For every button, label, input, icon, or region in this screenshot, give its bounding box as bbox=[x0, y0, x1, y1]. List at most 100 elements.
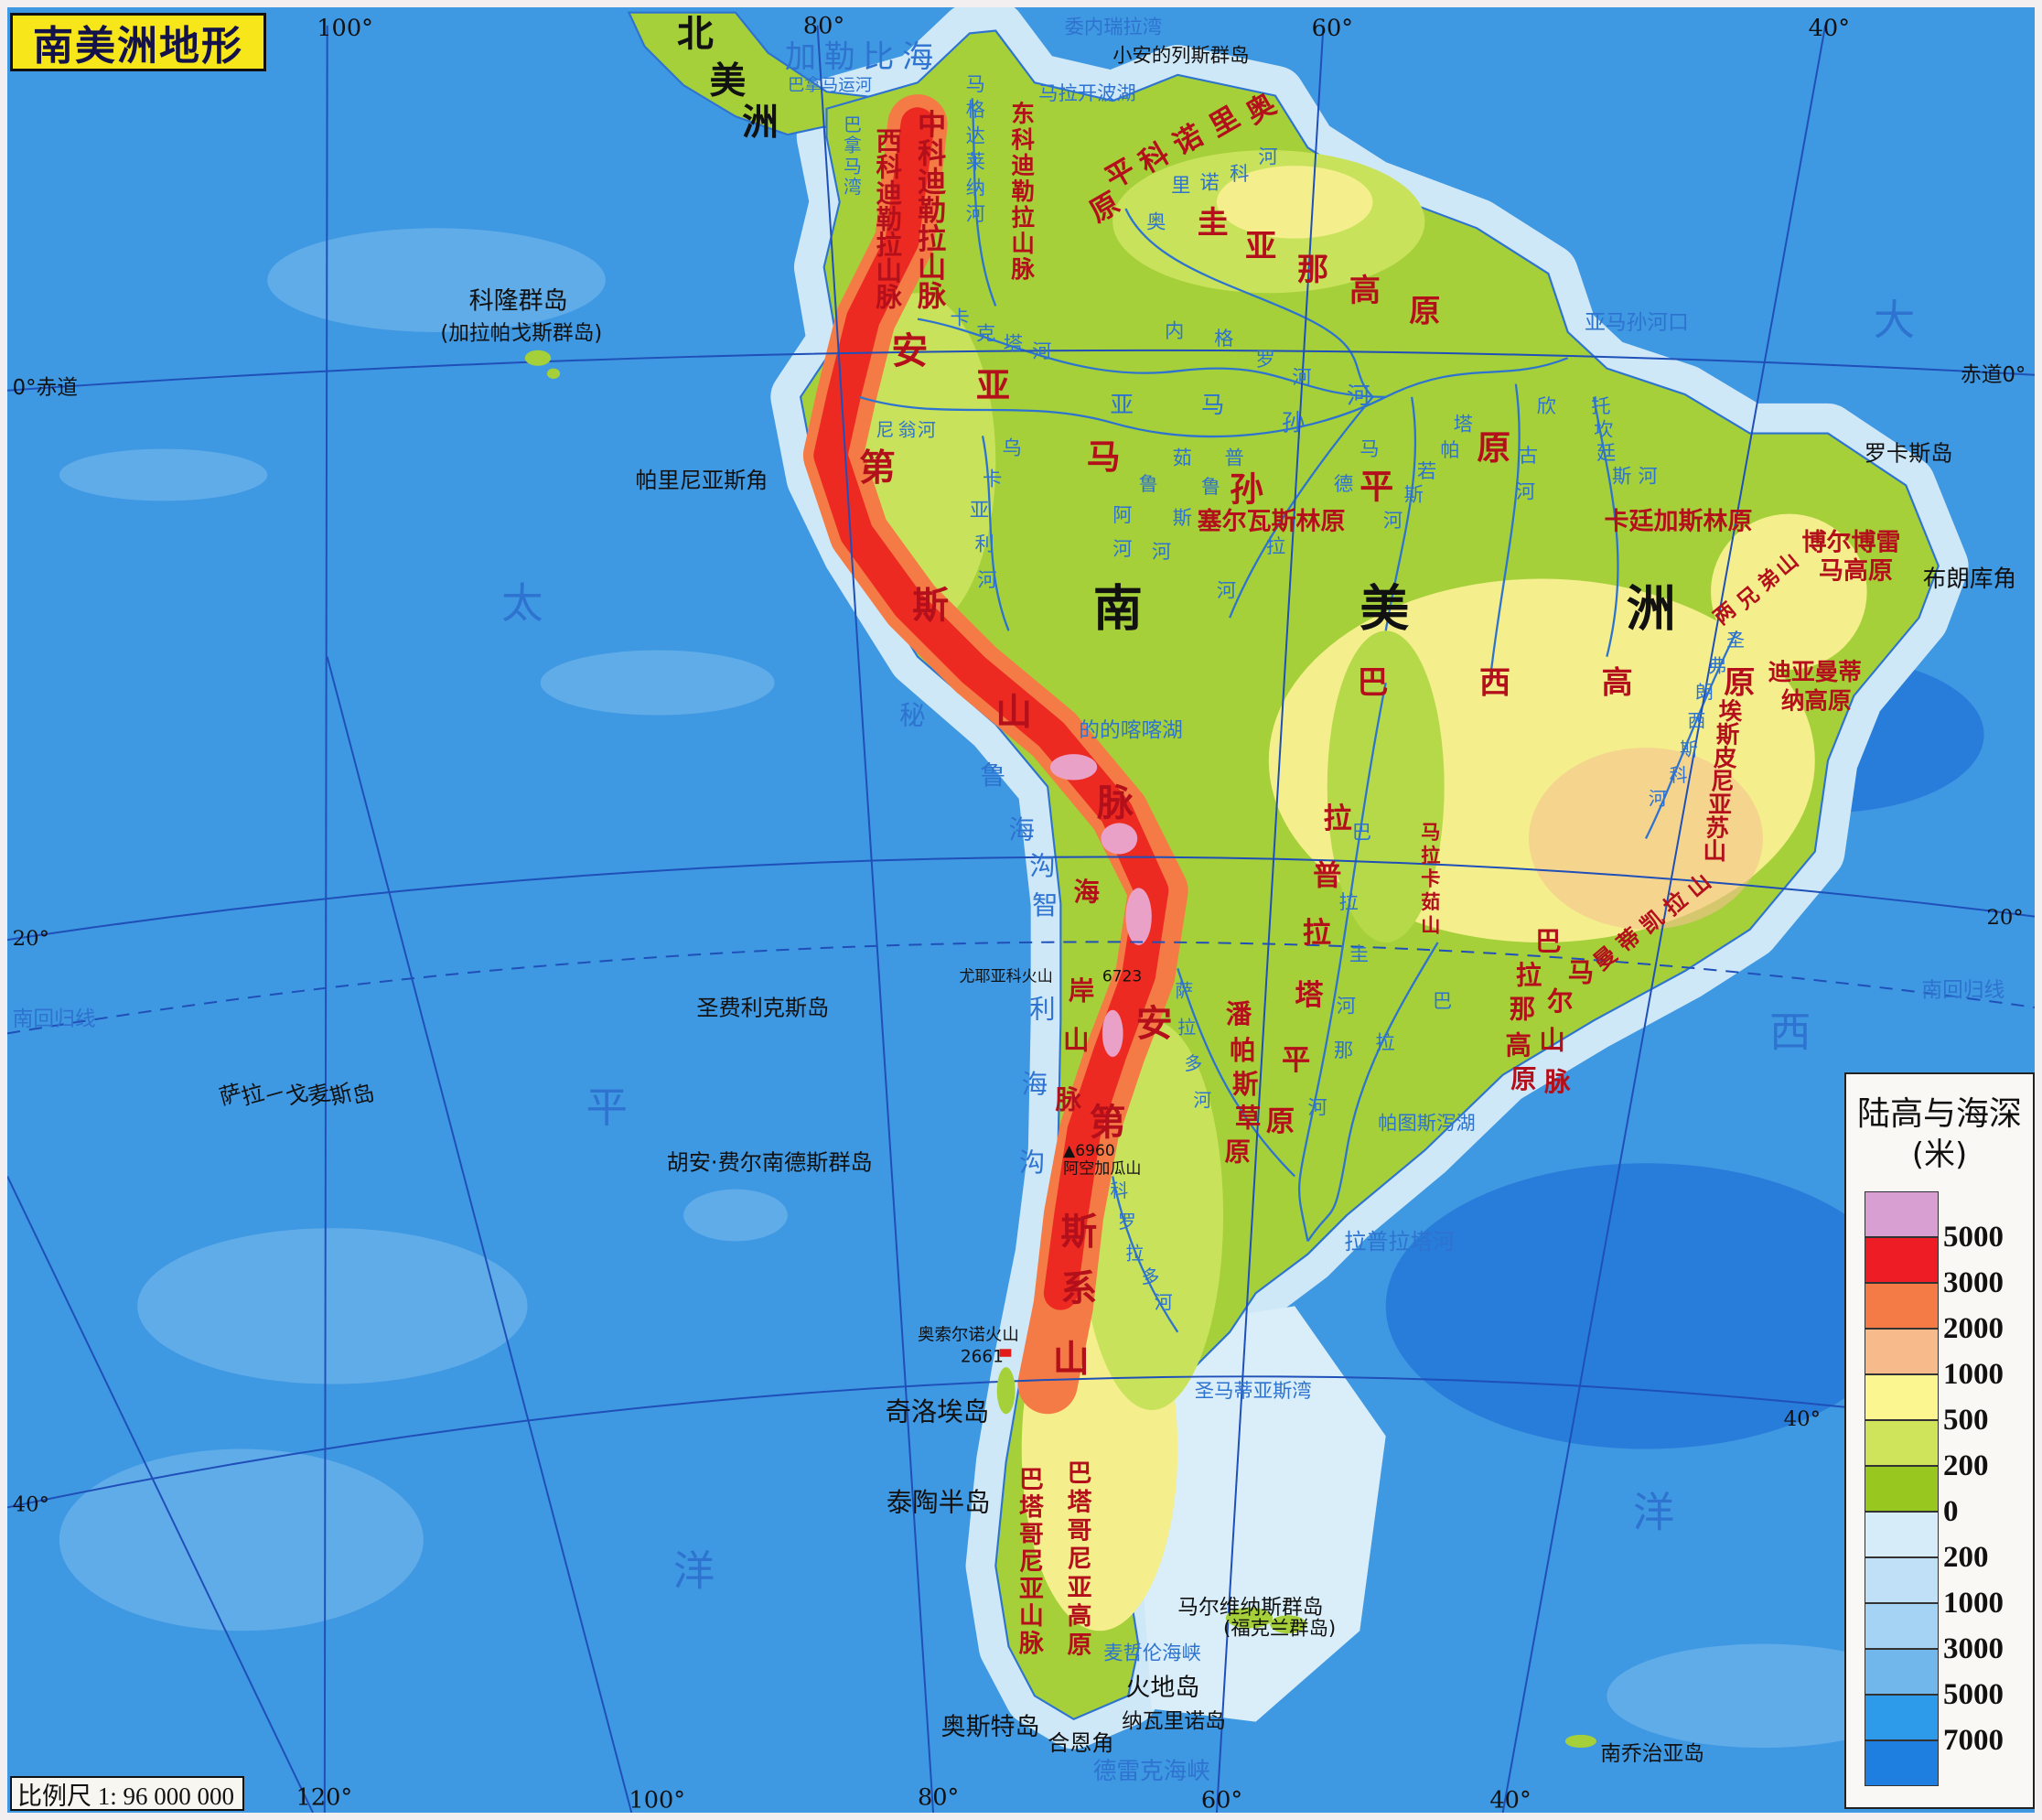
legend-swatch bbox=[1865, 1557, 1939, 1603]
label-graticule-bottom-4: 40° bbox=[1489, 1786, 1531, 1813]
legend-swatch bbox=[1865, 1283, 1939, 1329]
legend-swatch bbox=[1865, 1191, 1939, 1237]
andes-high-zone bbox=[813, 107, 1169, 1310]
label-islands-galapagos-alt: (加拉帕戈斯群岛) bbox=[440, 321, 602, 345]
label-landforms-patagonian-andes: 巴塔哥尼亚山脉 bbox=[1018, 1466, 1045, 1658]
label-peaks-osorno-name: 奥索尔诺火山 bbox=[918, 1325, 1019, 1344]
andes-peaks-zone bbox=[1049, 754, 1152, 1057]
label-islands-tierra-del-fuego: 火地岛 bbox=[1125, 1674, 1199, 1702]
label-waters-panama-canal: 巴拿马运河 bbox=[788, 75, 872, 95]
label-islands-chiloe: 奇洛埃岛 bbox=[885, 1396, 989, 1427]
label-landforms-west-cordillera: 西科迪勒拉山脉 bbox=[876, 126, 903, 312]
label-landforms-central-cordillera: 中科迪勒拉山脉 bbox=[918, 109, 947, 313]
label-graticule-left-0: 0°赤道 bbox=[13, 376, 78, 400]
legend-swatch bbox=[1865, 1374, 1939, 1420]
label-islands-cape-horn: 合恩角 bbox=[1048, 1730, 1113, 1756]
label-graticule-bottom-0: 120° bbox=[296, 1783, 353, 1811]
ocean-shallows bbox=[59, 228, 1919, 1749]
legend-swatch bbox=[1865, 1649, 1939, 1695]
label-islands-south-georgia: 南乔治亚岛 bbox=[1600, 1742, 1704, 1766]
label-waters-titicaca: 的的喀喀湖 bbox=[1079, 719, 1183, 743]
south-america-terrain-map: 100° 80° 60° 40° 120° 100° 80° 60° 40° 0°赤道 20° 南回归… bbox=[7, 7, 2035, 1813]
label-peaks-llullaillaco-elevation: 6723 bbox=[1102, 968, 1142, 986]
label-graticule-top-0: 100° bbox=[317, 15, 373, 42]
label-peaks-llullaillaco-name: 尤耶亚科火山 bbox=[959, 968, 1052, 986]
legend-value: 500 bbox=[1943, 1404, 1989, 1437]
label-waters-maranon: 尼翁河 bbox=[876, 419, 936, 440]
label-peaks-osorno-elevation: 2661 bbox=[961, 1347, 1004, 1366]
patagonian-shelf bbox=[1125, 1306, 1386, 1722]
legend-swatch bbox=[1865, 1420, 1939, 1466]
label-graticule-right-3: 40° bbox=[1784, 1407, 1821, 1431]
label-islands-falklands: (福克兰群岛) bbox=[1223, 1618, 1336, 1641]
legend-unit: (米) bbox=[1911, 1136, 1968, 1173]
legend-swatch bbox=[1865, 1329, 1939, 1374]
label-landforms-borborema-1: 马高原 bbox=[1819, 556, 1893, 586]
label-islands-juan-fernandez: 胡安·费尔南德斯群岛 bbox=[667, 1149, 873, 1175]
label-graticule-right-0: 赤道0° bbox=[1961, 363, 2026, 387]
label-landforms-patagonian-plateau: 巴塔哥尼亚高原 bbox=[1067, 1459, 1092, 1659]
label-landforms-diamantina-1: 纳高原 bbox=[1781, 688, 1852, 716]
label-graticule-left-1: 20° bbox=[13, 927, 49, 951]
label-islands-navarino: 纳瓦里诺岛 bbox=[1122, 1710, 1226, 1734]
legend-swatch bbox=[1865, 1695, 1939, 1740]
legend-swatch bbox=[1865, 1237, 1939, 1283]
label-waters-patos: 帕图斯泻湖 bbox=[1378, 1112, 1476, 1135]
label-landforms-maracaju: 马拉卡茹山 bbox=[1421, 821, 1440, 937]
label-graticule-bottom-2: 80° bbox=[918, 1783, 959, 1811]
legend-value: 0 bbox=[1943, 1495, 1959, 1528]
rivers bbox=[858, 98, 1738, 1333]
label-waters-gulf-of-venezuela: 委内瑞拉湾 bbox=[1065, 16, 1163, 38]
tropic-of-capricorn bbox=[7, 941, 2035, 1035]
legend-swatch bbox=[1865, 1740, 1939, 1786]
label-landforms-borborema-0: 博尔博雷 bbox=[1802, 527, 1901, 556]
meridian-60 bbox=[1215, 25, 1325, 1813]
legend-value: 200 bbox=[1943, 1449, 1989, 1482]
label-islands-lesser-antilles: 小安的列斯群岛 bbox=[1112, 45, 1249, 68]
parallel-20s bbox=[7, 856, 2035, 942]
graticule bbox=[7, 25, 2035, 1813]
islands bbox=[524, 350, 1596, 1749]
label-waters-drake: 德雷克海峡 bbox=[1093, 1758, 1210, 1785]
label-graticule-bottom-3: 60° bbox=[1201, 1786, 1242, 1813]
legend-value: 5000 bbox=[1943, 1678, 2004, 1711]
legend-swatch bbox=[1865, 1466, 1939, 1512]
label-islands-malvinas: 马尔维纳斯群岛 bbox=[1177, 1596, 1323, 1620]
equator bbox=[7, 349, 2035, 392]
label-landforms-east-cordillera: 东科迪勒拉山脉 bbox=[1010, 101, 1035, 284]
label-islands-parinas: 帕里尼亚斯角 bbox=[636, 468, 768, 493]
label-graticule-top-3: 40° bbox=[1809, 15, 1850, 42]
label-waters-gulf-of-panama: 巴拿马湾 bbox=[844, 114, 862, 198]
meridian-100-south bbox=[326, 656, 633, 1813]
label-islands-galapagos: 科隆群岛 bbox=[469, 286, 568, 315]
legend-value: 5000 bbox=[1943, 1221, 2004, 1254]
label-islands-hoste: 奥斯特岛 bbox=[941, 1713, 1040, 1741]
meridian-80 bbox=[816, 25, 935, 1813]
label-graticule-top-2: 60° bbox=[1312, 15, 1353, 42]
meridian-40 bbox=[1501, 25, 1827, 1813]
label-waters-rio-de-la-plata: 拉普拉塔河 bbox=[1344, 1229, 1455, 1255]
osorno-volcano-marker bbox=[999, 1349, 1012, 1357]
map-scale: 比例尺 1: 96 000 000 bbox=[10, 1776, 244, 1811]
label-islands-rocas: 罗卡斯岛 bbox=[1865, 440, 1953, 466]
label-waters-amazon-mouth: 亚马孙河口 bbox=[1585, 311, 1689, 335]
label-islands-branco: 布朗库角 bbox=[1923, 565, 2016, 593]
label-peaks-aconcagua-elevation: ▲6960 bbox=[1063, 1142, 1114, 1160]
label-islands-san-felix: 圣费利克斯岛 bbox=[696, 995, 829, 1020]
legend-value: 1000 bbox=[1943, 1587, 2004, 1620]
legend-swatch bbox=[1865, 1603, 1939, 1649]
meridian-100 bbox=[323, 25, 328, 1813]
parallel-40s bbox=[7, 1375, 2035, 1509]
label-graticule-bottom-1: 100° bbox=[629, 1786, 685, 1813]
legend-value: 200 bbox=[1943, 1541, 1989, 1574]
legend-value: 1000 bbox=[1943, 1358, 2004, 1391]
meridian-120 bbox=[7, 1176, 314, 1813]
label-graticule-left-3: 40° bbox=[13, 1493, 49, 1517]
legend-title: 陆高与海深 bbox=[1856, 1095, 2022, 1133]
legend-swatch bbox=[1865, 1512, 1939, 1557]
label-landforms-caatinga: 卡廷加斯林原 bbox=[1605, 508, 1753, 536]
label-peaks-aconcagua-name: 阿空加瓜山 bbox=[1063, 1160, 1141, 1179]
legend-value: 3000 bbox=[1943, 1632, 2004, 1665]
label-waters-maracaibo: 马拉开波湖 bbox=[1038, 82, 1136, 105]
